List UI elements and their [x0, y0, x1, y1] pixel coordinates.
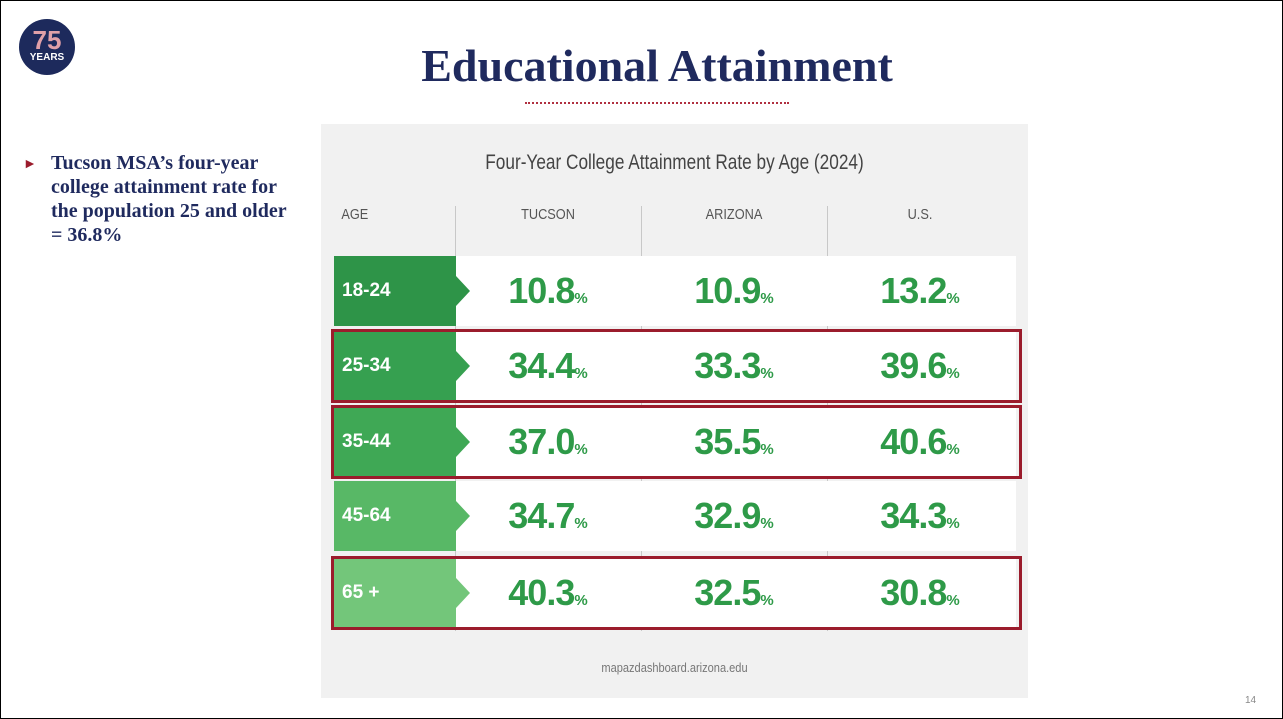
age-tab: 25-34 [334, 331, 456, 401]
age-tab: 45-64 [334, 481, 456, 551]
value-cell: 39.6% [880, 345, 960, 386]
value-cell: 32.5% [694, 572, 774, 613]
value-cell: 32.9% [694, 495, 774, 536]
age-tab: 35-44 [334, 407, 456, 477]
value-cell: 34.4% [508, 345, 588, 386]
column-header: U.S. [907, 206, 933, 223]
column-header: ARIZONA [705, 206, 763, 223]
table-source: mapazdashboard.arizona.edu [601, 660, 748, 675]
page-number: 14 [1245, 695, 1257, 706]
bullet-marker: ► [23, 155, 37, 171]
age-tab-arrow [456, 427, 470, 457]
value-cell: 35.5% [694, 421, 774, 462]
age-tab: 65 + [334, 558, 456, 628]
age-tab: 18-24 [334, 256, 456, 326]
highlight-box [331, 405, 1022, 479]
bullet-text: Tucson MSA’s four-year college attainmen… [51, 152, 287, 246]
highlight-box [331, 329, 1022, 403]
age-tab-arrow [456, 276, 470, 306]
value-cell: 10.9% [694, 270, 774, 311]
age-tab-arrow [456, 578, 470, 608]
value-cell: 10.8% [508, 270, 588, 311]
value-cell: 34.7% [508, 495, 588, 536]
table-title: Four-Year College Attainment Rate by Age… [485, 151, 864, 174]
value-cell: 37.0% [508, 421, 588, 462]
value-cell: 34.3% [880, 495, 960, 536]
value-cell: 40.3% [508, 572, 588, 613]
value-cell: 33.3% [694, 345, 774, 386]
value-cell: 40.6% [880, 421, 960, 462]
age-tab-arrow [456, 501, 470, 531]
value-cell: 30.8% [880, 572, 960, 613]
logo-label: YEARS [29, 52, 65, 63]
value-cell: 13.2% [880, 270, 960, 311]
column-header: AGE [341, 206, 369, 223]
logo: 75 YEARS [19, 19, 75, 75]
title-underline [525, 102, 789, 104]
age-tab-arrow [456, 351, 470, 381]
highlight-box [331, 556, 1022, 630]
logo-number: 75 [32, 25, 62, 55]
column-header: TUCSON [521, 206, 575, 223]
slide-title: Educational Attainment [421, 40, 893, 91]
